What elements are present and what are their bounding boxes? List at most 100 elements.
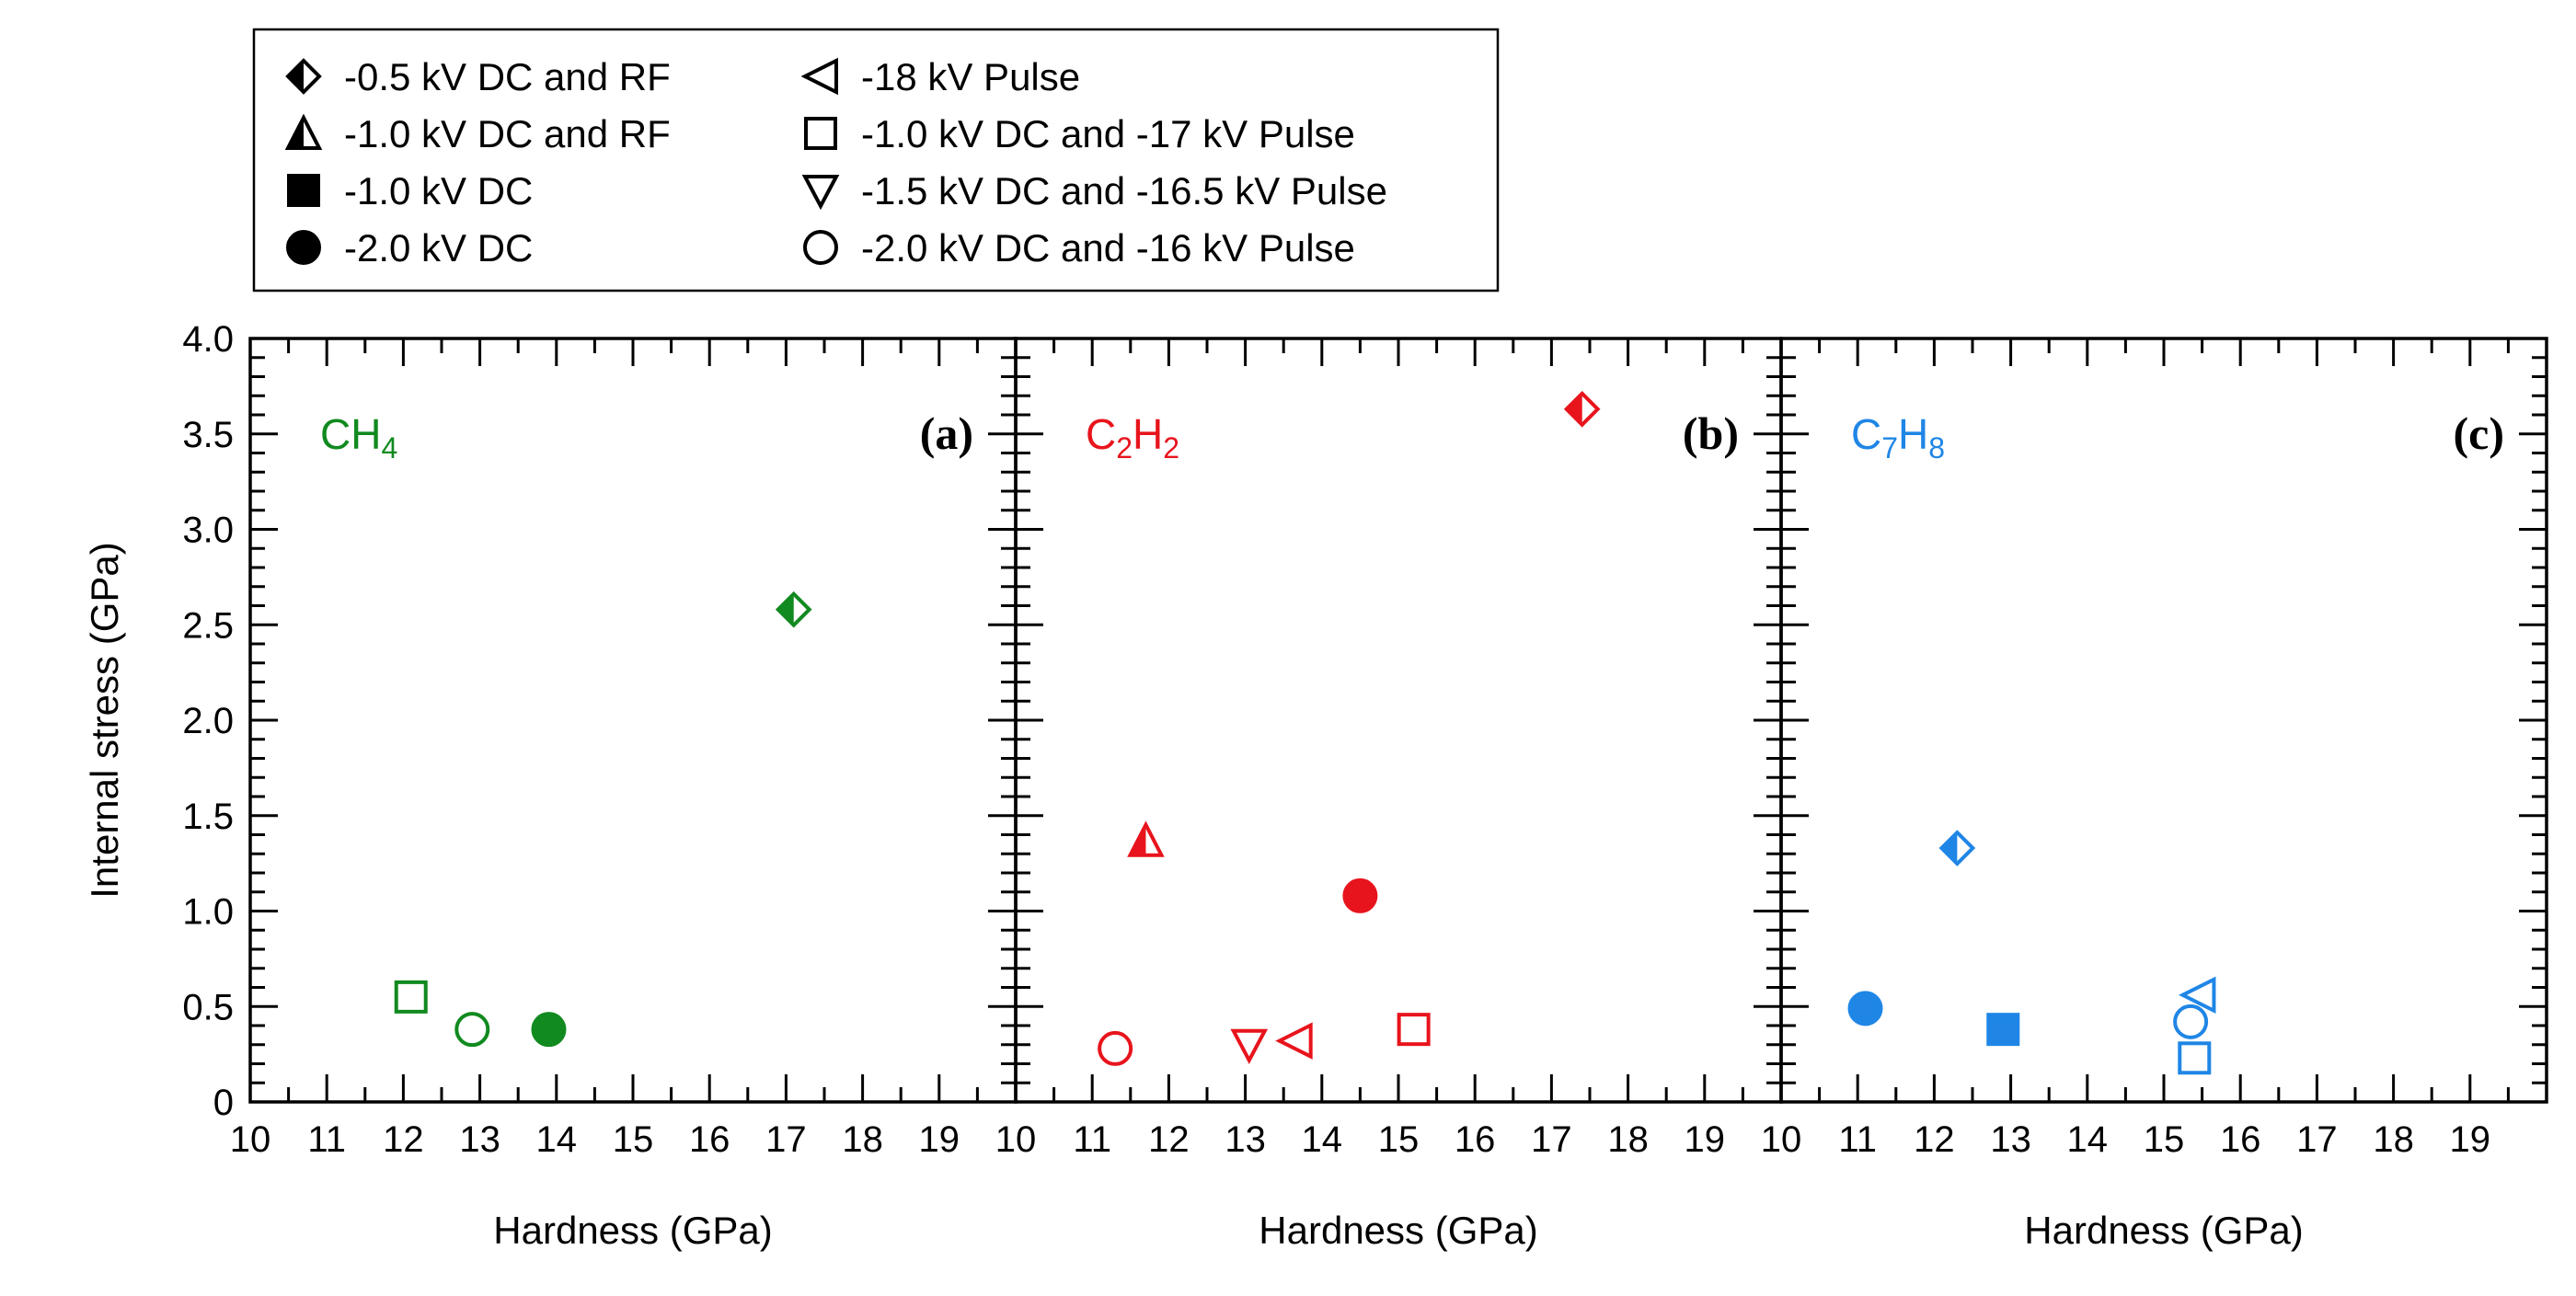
- marker-shape: [1275, 1022, 1313, 1060]
- data-point-open-triangle-left: [2178, 976, 2216, 1015]
- data-points: [394, 390, 2216, 1075]
- marker-shape: [1098, 1030, 1133, 1066]
- x-tick-label: 15: [2144, 1119, 2185, 1160]
- legend-marker: [803, 230, 838, 265]
- marker-fill: [777, 593, 794, 625]
- x-tick-label: 16: [1455, 1119, 1496, 1160]
- marker-shape: [1986, 1013, 2020, 1047]
- panel-label: (c): [2454, 407, 2505, 459]
- marker-shape: [2173, 1004, 2209, 1039]
- marker-shape: [286, 230, 321, 265]
- legend-entry-open-circle: -2.0 kV DC and -16 kV Pulse: [803, 226, 1355, 270]
- y-axis-label: Internal stress (GPa): [83, 542, 126, 898]
- data-point-open-triangle-down: [1230, 1028, 1269, 1065]
- marker-shape: [1397, 1013, 1431, 1047]
- x-tick-label: 12: [1914, 1119, 1955, 1160]
- gas-label-text: H: [1133, 410, 1163, 458]
- x-tick-label: 19: [1685, 1119, 1726, 1160]
- legend-label: -18 kV Pulse: [861, 55, 1080, 98]
- data-point-open-square: [2178, 1041, 2212, 1075]
- y-tick-label: 3.0: [182, 510, 234, 551]
- legend-label: -1.0 kV DC: [344, 169, 533, 212]
- legend-box: [252, 28, 1500, 292]
- data-point-half-diamond: [1563, 390, 1601, 428]
- x-tick-label: 17: [765, 1119, 807, 1160]
- marker-shape: [2178, 976, 2216, 1015]
- marker-shape: [454, 1012, 490, 1048]
- data-point-filled-square: [1986, 1013, 2020, 1047]
- data-point-open-circle: [1098, 1030, 1133, 1066]
- x-tick-label: 16: [2220, 1119, 2261, 1160]
- legend-entry-filled-square: -1.0 kV DC: [287, 169, 533, 212]
- marker-shape: [1230, 1028, 1269, 1065]
- x-tick-label: 18: [2373, 1119, 2414, 1160]
- legend-label: -1.0 kV DC and -17 kV Pulse: [861, 112, 1355, 155]
- x-tick-label: 17: [1531, 1119, 1572, 1160]
- marker-shape: [1342, 877, 1378, 913]
- x-tick-label: 18: [1607, 1119, 1649, 1160]
- y-tick-label: 2.5: [182, 605, 234, 646]
- legend-label: -0.5 kV DC and RF: [344, 55, 671, 98]
- marker-shape: [1127, 820, 1165, 857]
- gas-label-subscript: 8: [1928, 431, 1945, 464]
- x-tick-label: 19: [2450, 1119, 2491, 1160]
- x-tick-label: 18: [842, 1119, 883, 1160]
- legend-entry-half-triangle-up: -1.0 kV DC and RF: [284, 112, 671, 155]
- gas-label: C7H8: [1851, 410, 1945, 464]
- data-point-half-diamond: [775, 591, 812, 628]
- marker-shape: [287, 174, 320, 207]
- x-tick-label: 19: [919, 1119, 960, 1160]
- x-tick-label: 12: [1148, 1119, 1190, 1160]
- y-tick-label: 2.0: [182, 701, 234, 741]
- marker-shape: [775, 591, 812, 628]
- x-tick-label: 15: [1378, 1119, 1420, 1160]
- data-point-open-square: [1397, 1013, 1431, 1047]
- gas-label-subscript: 7: [1881, 431, 1898, 464]
- legend-label: -2.0 kV DC: [344, 226, 533, 270]
- panel-a: 10 11 12 13 14 15 16 17 18 19 Hardness (GPa) CH4 (a): [230, 337, 1018, 1252]
- x-tick-label: 12: [383, 1119, 424, 1160]
- panel-label: (b): [1683, 407, 1739, 459]
- gas-label-text: H: [1898, 410, 1928, 458]
- x-axis-label: Hardness (GPa): [1259, 1209, 1537, 1252]
- data-point-half-diamond: [1938, 830, 1976, 866]
- legend-marker: [286, 230, 321, 265]
- legend-entry-open-triangle-down: -1.5 kV DC and -16.5 kV Pulse: [801, 169, 1387, 212]
- y-tick-label: 3.5: [182, 415, 234, 455]
- legend-marker: [800, 57, 838, 96]
- marker-shape: [804, 117, 837, 150]
- marker-shape: [2178, 1041, 2212, 1075]
- marker-shape: [1563, 390, 1601, 428]
- legend-label: -1.5 kV DC and -16.5 kV Pulse: [861, 169, 1387, 212]
- gas-label: C2H2: [1086, 410, 1179, 464]
- panel-c-points: [1847, 830, 2216, 1075]
- x-tick-label: 13: [1990, 1119, 2031, 1160]
- x-tick-label: 14: [2067, 1119, 2109, 1160]
- legend-marker: [284, 113, 323, 150]
- gas-label-subscript: 4: [381, 431, 397, 464]
- panel-label: (a): [920, 407, 973, 459]
- gas-label-subscript: 2: [1116, 431, 1133, 464]
- legend-label: -1.0 kV DC and RF: [344, 112, 671, 155]
- y-tick-label: 0.5: [182, 987, 234, 1027]
- y-tick-label: 0: [213, 1083, 234, 1123]
- x-tick-label: 11: [307, 1119, 346, 1160]
- panel-c: 10 11 12 13 14 15 16 17 18 19 Hardness (GPa) C7H8 (c…: [1761, 337, 2548, 1252]
- marker-shape: [1938, 830, 1976, 866]
- data-point-half-triangle-up: [1127, 820, 1165, 857]
- x-tick-label: 13: [459, 1119, 500, 1160]
- legend-entry-filled-circle: -2.0 kV DC: [286, 226, 533, 270]
- gas-label-subscript: 2: [1163, 431, 1179, 464]
- legend-marker: [285, 58, 322, 95]
- data-point-open-square: [394, 980, 428, 1014]
- legend-entry-half-diamond: -0.5 kV DC and RF: [285, 55, 671, 98]
- data-point-open-triangle-left: [1275, 1022, 1313, 1060]
- marker-shape: [531, 1012, 567, 1048]
- panel-b-points: [1098, 390, 1601, 1066]
- marker-fill: [1941, 832, 1958, 865]
- y-tick-label: 4.0: [182, 319, 234, 360]
- legend-marker: [287, 174, 320, 207]
